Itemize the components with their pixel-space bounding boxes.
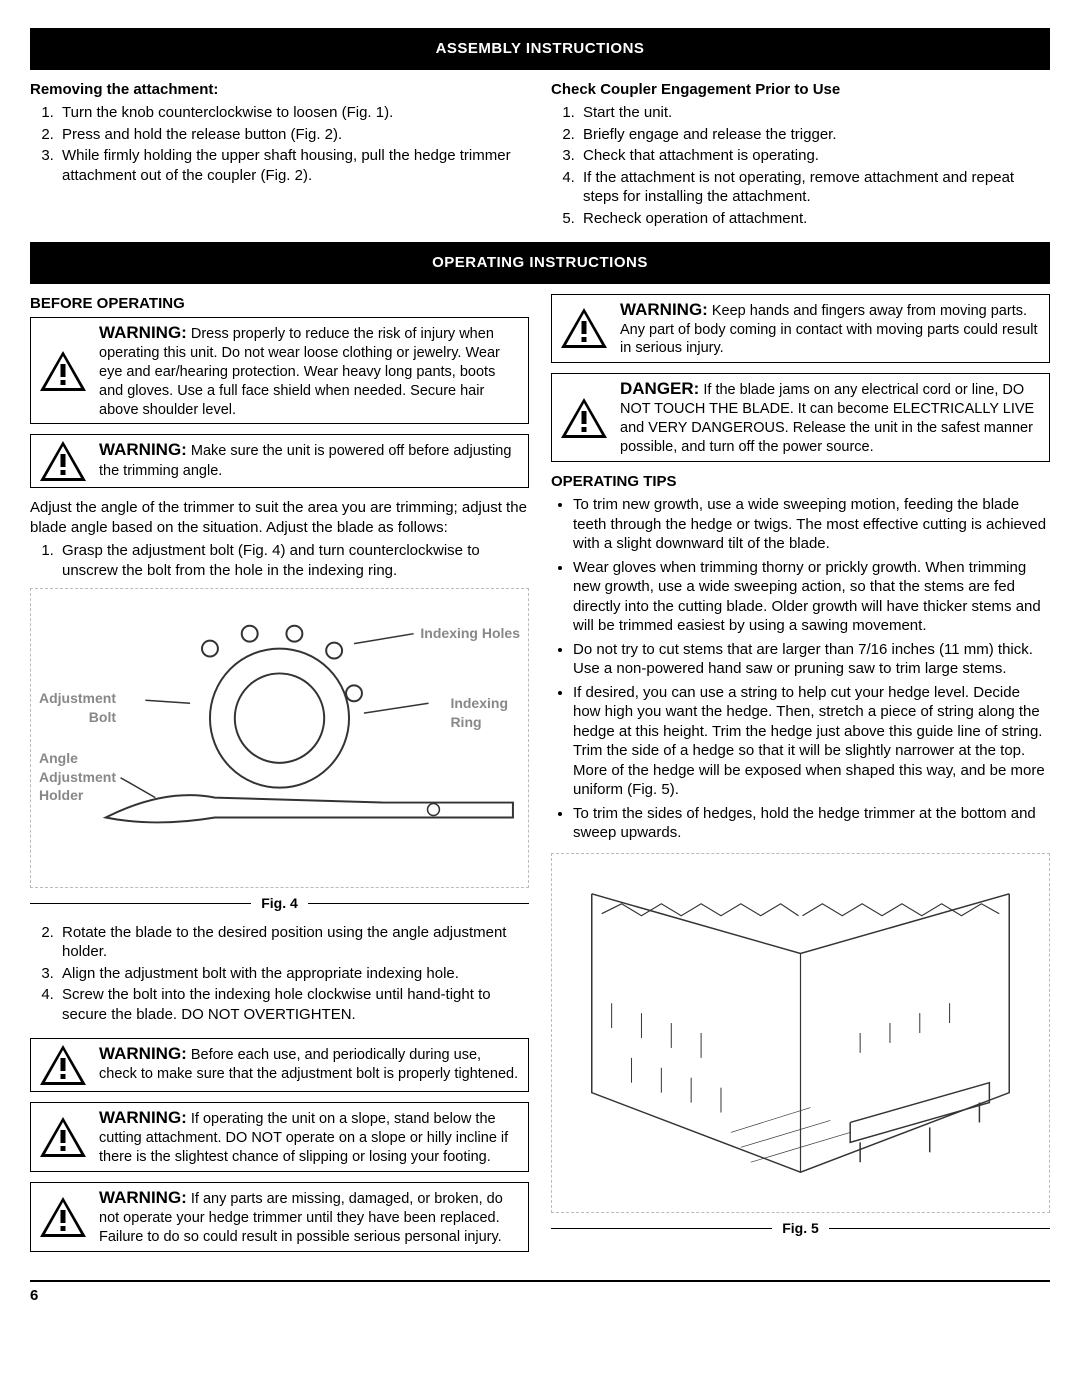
warning-label: WARNING: <box>99 1188 187 1207</box>
warning-bolt-box: WARNING: Before each use, and periodical… <box>30 1038 529 1092</box>
removing-title: Removing the attachment: <box>30 80 529 100</box>
adjust-intro: Adjust the angle of the trimmer to suit … <box>30 498 529 537</box>
operating-tips-title: OPERATING TIPS <box>551 472 1050 492</box>
list-item: To trim new growth, use a wide sweeping … <box>573 495 1050 554</box>
warning-hands-box: WARNING: Keep hands and fingers away fro… <box>551 294 1050 364</box>
list-item: Do not try to cut stems that are larger … <box>573 640 1050 679</box>
assembly-columns: Removing the attachment: Turn the knob c… <box>30 80 1050 243</box>
warning-icon <box>31 1183 95 1251</box>
warning-poweroff-text: WARNING: Make sure the unit is powered o… <box>95 435 528 487</box>
list-item: While firmly holding the upper shaft hou… <box>58 146 529 185</box>
warning-dress-box: WARNING: Dress properly to reduce the ri… <box>30 317 529 424</box>
list-item: Press and hold the release button (Fig. … <box>58 125 529 145</box>
list-item: Align the adjustment bolt with the appro… <box>58 964 529 984</box>
removing-steps: Turn the knob counterclockwise to loosen… <box>30 103 529 185</box>
danger-blade-box: DANGER: If the blade jams on any electri… <box>551 373 1050 462</box>
page-number: 6 <box>30 1280 1050 1306</box>
list-item: Rotate the blade to the desired position… <box>58 923 529 962</box>
check-steps: Start the unit. Briefly engage and relea… <box>551 103 1050 228</box>
warning-bolt-text: WARNING: Before each use, and periodical… <box>95 1039 528 1091</box>
danger-blade-text: DANGER: If the blade jams on any electri… <box>616 374 1049 461</box>
operating-left-col: BEFORE OPERATING WARNING: Dress properly… <box>30 294 529 1262</box>
list-item: If desired, you can use a string to help… <box>573 683 1050 800</box>
warning-icon <box>31 1103 95 1171</box>
warning-icon <box>552 374 616 461</box>
assembly-left-col: Removing the attachment: Turn the knob c… <box>30 80 529 243</box>
adjust-steps-rest: Rotate the blade to the desired position… <box>30 923 529 1025</box>
warning-slope-text: WARNING: If operating the unit on a slop… <box>95 1103 528 1171</box>
figure-4-label-row: Fig. 4 <box>30 894 529 912</box>
list-item: Briefly engage and release the trigger. <box>579 125 1050 145</box>
list-item: Check that attachment is operating. <box>579 146 1050 166</box>
figure-5-label-row: Fig. 5 <box>551 1219 1050 1237</box>
section-bar-assembly: ASSEMBLY INSTRUCTIONS <box>30 28 1050 70</box>
warning-slope-box: WARNING: If operating the unit on a slop… <box>30 1102 529 1172</box>
rule <box>30 903 251 904</box>
warning-label: WARNING: <box>620 300 708 319</box>
warning-label: WARNING: <box>99 323 187 342</box>
warning-label: WARNING: <box>99 1044 187 1063</box>
warning-parts-box: WARNING: If any parts are missing, damag… <box>30 1182 529 1252</box>
adjust-step1-list: Grasp the adjustment bolt (Fig. 4) and t… <box>30 541 529 580</box>
warning-label: WARNING: <box>99 440 187 459</box>
list-item: Screw the bolt into the indexing hole cl… <box>58 985 529 1024</box>
check-title: Check Coupler Engagement Prior to Use <box>551 80 1050 100</box>
list-item: Recheck operation of attachment. <box>579 209 1050 229</box>
list-item: Wear gloves when trimming thorny or pric… <box>573 558 1050 636</box>
figure-4-label: Fig. 4 <box>251 894 308 912</box>
section-bar-operating: OPERATING INSTRUCTIONS <box>30 242 1050 284</box>
list-item: Start the unit. <box>579 103 1050 123</box>
list-item: Turn the knob counterclockwise to loosen… <box>58 103 529 123</box>
figure-5-label: Fig. 5 <box>772 1219 829 1237</box>
figure-5 <box>551 853 1050 1213</box>
warning-dress-text: WARNING: Dress properly to reduce the ri… <box>95 318 528 423</box>
warning-parts-text: WARNING: If any parts are missing, damag… <box>95 1183 528 1251</box>
figure-4-diagram: Indexing Holes IndexingRing AdjustmentBo… <box>30 588 529 888</box>
operating-tips-list: To trim new growth, use a wide sweeping … <box>551 495 1050 843</box>
operating-right-col: WARNING: Keep hands and fingers away fro… <box>551 294 1050 1262</box>
assembly-right-col: Check Coupler Engagement Prior to Use St… <box>551 80 1050 243</box>
rule <box>829 1228 1050 1229</box>
danger-label: DANGER: <box>620 379 699 398</box>
rule <box>551 1228 772 1229</box>
before-operating-title: BEFORE OPERATING <box>30 294 529 314</box>
warning-icon <box>31 435 95 487</box>
rule <box>308 903 529 904</box>
warning-icon <box>31 318 95 423</box>
figure-4: Indexing Holes IndexingRing AdjustmentBo… <box>30 588 529 888</box>
list-item: If the attachment is not operating, remo… <box>579 168 1050 207</box>
warning-hands-text: WARNING: Keep hands and fingers away fro… <box>616 295 1049 363</box>
warning-poweroff-box: WARNING: Make sure the unit is powered o… <box>30 434 529 488</box>
warning-icon <box>31 1039 95 1091</box>
warning-icon <box>552 295 616 363</box>
operating-columns: BEFORE OPERATING WARNING: Dress properly… <box>30 294 1050 1262</box>
list-item: Grasp the adjustment bolt (Fig. 4) and t… <box>58 541 529 580</box>
list-item: To trim the sides of hedges, hold the he… <box>573 804 1050 843</box>
warning-label: WARNING: <box>99 1108 187 1127</box>
